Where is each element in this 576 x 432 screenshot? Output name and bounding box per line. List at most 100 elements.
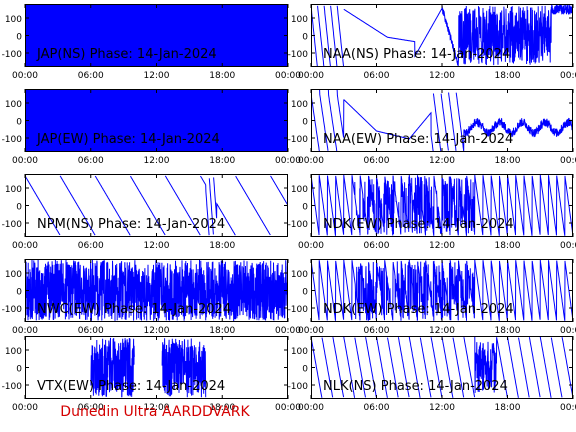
x-tick-label: 18:00 bbox=[209, 241, 235, 251]
y-tick-label: -100 bbox=[288, 135, 309, 145]
y-tick-label: 0 bbox=[302, 365, 308, 375]
y-tick-label: 0 bbox=[16, 203, 22, 213]
chart-panel-1: 100 0 -100 00:00 06:00 12:00 18:00 00:00 JAP(NS)… bbox=[2, 4, 301, 81]
x-tick-label: 00:00 bbox=[12, 241, 38, 251]
chart-title: NDK(EW) Phase: 14-Jan-2024 bbox=[323, 302, 514, 317]
x-tick-label: 18:00 bbox=[495, 156, 521, 166]
y-tick-label: 100 bbox=[291, 100, 308, 110]
x-tick-label: 00:00 bbox=[560, 241, 576, 251]
y-tick-label: 100 bbox=[291, 347, 308, 357]
x-tick-label: 00:00 bbox=[560, 71, 576, 81]
y-tick-label: -100 bbox=[288, 305, 309, 315]
y-tick-label: 0 bbox=[302, 203, 308, 213]
y-tick-label: -100 bbox=[2, 135, 23, 145]
chart-title: VTX(EW) Phase: 14-Jan-2024 bbox=[37, 379, 225, 394]
chart-panel-6: 100 0 -100 00:00 06:00 12:00 18:00 00:00 NDK(EW)… bbox=[288, 174, 576, 251]
y-tick-label: 0 bbox=[302, 33, 308, 43]
x-tick-label: 00:00 bbox=[560, 403, 576, 413]
x-tick-label: 12:00 bbox=[144, 71, 170, 81]
footer-label: Dunedin Ultra AARDDVARK bbox=[60, 404, 250, 420]
x-tick-label: 06:00 bbox=[364, 71, 390, 81]
x-tick-label: 00:00 bbox=[298, 71, 324, 81]
x-tick-label: 06:00 bbox=[364, 403, 390, 413]
x-tick-label: 00:00 bbox=[560, 156, 576, 166]
x-tick-label: 00:00 bbox=[12, 326, 38, 336]
y-tick-label: 100 bbox=[291, 185, 308, 195]
x-tick-label: 18:00 bbox=[209, 71, 235, 81]
x-tick-label: 12:00 bbox=[429, 156, 455, 166]
y-tick-label: 0 bbox=[302, 288, 308, 298]
x-tick-label: 18:00 bbox=[495, 326, 521, 336]
x-tick-label: 18:00 bbox=[495, 403, 521, 413]
x-tick-label: 00:00 bbox=[298, 156, 324, 166]
y-tick-label: 100 bbox=[5, 15, 22, 25]
x-tick-label: 06:00 bbox=[78, 403, 104, 413]
x-tick-label: 18:00 bbox=[209, 403, 235, 413]
x-tick-label: 00:00 bbox=[12, 71, 38, 81]
x-tick-label: 06:00 bbox=[78, 241, 104, 251]
x-tick-label: 18:00 bbox=[209, 156, 235, 166]
x-tick-label: 00:00 bbox=[275, 403, 301, 413]
phase-fill bbox=[25, 4, 288, 67]
chart-panel-2: 100 0 -100 00:00 06:00 12:00 18:00 00:00 NAA(NS)… bbox=[288, 4, 576, 81]
chart-title: NAA(NS) Phase: 14-Jan-2024 bbox=[323, 47, 510, 62]
chart-title: NLK(NS) Phase: 14-Jan-2024 bbox=[323, 379, 508, 394]
phase-trace bbox=[90, 337, 207, 398]
x-tick-label: 06:00 bbox=[364, 241, 390, 251]
x-tick-label: 12:00 bbox=[429, 71, 455, 81]
chart-title: JAP(NS) Phase: 14-Jan-2024 bbox=[36, 47, 217, 62]
phase-trace bbox=[25, 259, 288, 322]
x-tick-label: 06:00 bbox=[78, 71, 104, 81]
x-tick-label: 00:00 bbox=[275, 156, 301, 166]
y-tick-label: -100 bbox=[2, 50, 23, 60]
x-tick-label: 18:00 bbox=[495, 241, 521, 251]
chart-panel-7: 100 0 -100 00:00 06:00 12:00 18:00 00:00 NWC(EW)… bbox=[2, 259, 301, 336]
y-tick-label: -100 bbox=[288, 50, 309, 60]
y-tick-label: -100 bbox=[2, 305, 23, 315]
x-tick-label: 00:00 bbox=[275, 326, 301, 336]
x-tick-label: 12:00 bbox=[429, 326, 455, 336]
x-tick-label: 00:00 bbox=[12, 156, 38, 166]
phase-trace bbox=[311, 4, 573, 67]
x-tick-label: 00:00 bbox=[298, 326, 324, 336]
x-tick-label: 18:00 bbox=[209, 326, 235, 336]
x-tick-label: 06:00 bbox=[364, 326, 390, 336]
chart-title: JAP(EW) Phase: 14-Jan-2024 bbox=[36, 132, 220, 147]
x-tick-label: 06:00 bbox=[364, 156, 390, 166]
x-tick-label: 00:00 bbox=[298, 241, 324, 251]
chart-panel-10: 100 0 -100 00:00 06:00 12:00 18:00 00:00 NLK(NS)… bbox=[288, 336, 576, 413]
x-tick-label: 00:00 bbox=[275, 71, 301, 81]
x-tick-label: 12:00 bbox=[144, 241, 170, 251]
x-tick-label: 00:00 bbox=[560, 326, 576, 336]
x-tick-label: 06:00 bbox=[78, 156, 104, 166]
chart-title: NWC(EW) Phase: 14-Jan-2024 bbox=[37, 302, 231, 317]
chart-title: NAA(EW) Phase: 14-Jan-2024 bbox=[323, 132, 513, 147]
chart-panel-8: 100 0 -100 00:00 06:00 12:00 18:00 00:00 NDK(EW)… bbox=[288, 259, 576, 336]
x-tick-label: 12:00 bbox=[144, 326, 170, 336]
x-tick-label: 12:00 bbox=[144, 403, 170, 413]
y-tick-label: 0 bbox=[16, 118, 22, 128]
x-tick-label: 06:00 bbox=[78, 326, 104, 336]
x-tick-label: 18:00 bbox=[495, 71, 521, 81]
y-tick-label: -100 bbox=[2, 220, 23, 230]
y-tick-label: 100 bbox=[291, 270, 308, 280]
y-tick-label: -100 bbox=[2, 382, 23, 392]
y-tick-label: 0 bbox=[16, 365, 22, 375]
y-tick-label: 100 bbox=[5, 185, 22, 195]
phase-trace bbox=[311, 89, 573, 152]
chart-panel-4: 100 0 -100 00:00 06:00 12:00 18:00 00:00 NAA(EW)… bbox=[288, 89, 576, 166]
y-tick-label: 100 bbox=[291, 15, 308, 25]
y-tick-label: 0 bbox=[16, 33, 22, 43]
y-tick-label: 0 bbox=[16, 288, 22, 298]
chart-title: NDK(EW) Phase: 14-Jan-2024 bbox=[323, 217, 514, 232]
chart-title: NPM(NS) Phase: 14-Jan-2024 bbox=[37, 217, 225, 232]
chart-panel-9: 100 0 -100 00:00 06:00 12:00 18:00 00:00 VTX(EW)… bbox=[2, 336, 301, 413]
x-tick-label: 12:00 bbox=[429, 241, 455, 251]
x-tick-label: 00:00 bbox=[298, 403, 324, 413]
y-tick-label: -100 bbox=[288, 382, 309, 392]
y-tick-label: -100 bbox=[288, 220, 309, 230]
x-tick-label: 00:00 bbox=[12, 403, 38, 413]
phase-fill bbox=[25, 89, 288, 152]
phase-trace bbox=[311, 336, 573, 398]
